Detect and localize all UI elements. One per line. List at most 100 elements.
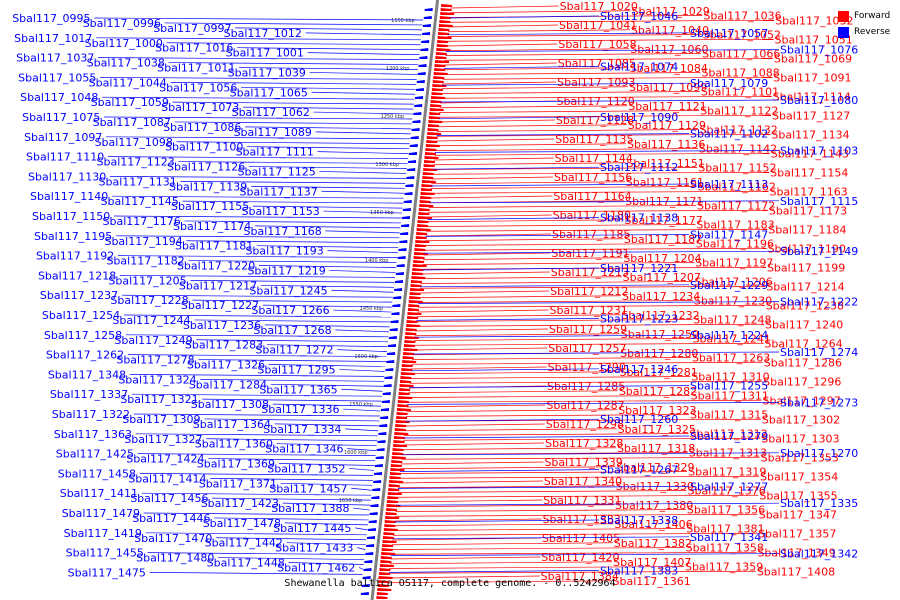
forward-gene-label[interactable]: Sbal117_1177 — [625, 214, 703, 227]
reverse-gene-label[interactable]: Sbal117_1174 — [173, 220, 251, 233]
forward-gene-label[interactable]: Sbal117_1250 — [621, 328, 699, 341]
forward-gene-label[interactable]: Sbal117_1029 — [632, 5, 710, 18]
reverse-gene-label[interactable]: Sbal117_1336 — [261, 403, 339, 416]
reverse-gene-label[interactable]: Sbal117_1194 — [104, 235, 182, 248]
reverse-gene-label[interactable]: Sbal117_1218 — [38, 269, 116, 282]
forward-gene-label[interactable]: Sbal117_1376 — [688, 485, 766, 498]
forward-gene-label[interactable]: Sbal117_1230 — [694, 295, 772, 308]
forward-gene-label[interactable]: Sbal117_1164 — [553, 190, 631, 203]
forward-gene-label[interactable]: Sbal117_1066 — [702, 48, 780, 61]
forward-gene-label[interactable]: Sbal117_1183 — [696, 219, 774, 232]
reverse-gene-label[interactable]: Sbal117_1272 — [255, 344, 333, 357]
reverse-gene-label[interactable]: Sbal117_1192 — [36, 250, 114, 263]
forward-gene-label[interactable]: Sbal117_1311 — [691, 390, 769, 403]
reverse-gene-label[interactable]: Sbal117_1455 — [66, 547, 144, 560]
forward-gene-label[interactable]: Sbal117_1287 — [546, 399, 624, 412]
right-reverse-gene-label[interactable]: Sbal117_1221 — [600, 262, 678, 275]
reverse-gene-label[interactable]: Sbal117_1388 — [271, 502, 349, 515]
reverse-gene-label[interactable]: Sbal117_1111 — [236, 146, 314, 159]
forward-gene-label[interactable]: Sbal117_1357 — [758, 527, 836, 540]
forward-gene-label[interactable]: Sbal117_1036 — [703, 10, 781, 23]
right-reverse-gene-label[interactable]: Sbal117_1279 — [690, 430, 768, 443]
reverse-gene-label[interactable]: Sbal117_1048 — [20, 91, 98, 104]
right-reverse-gene-label[interactable]: Sbal117_1229 — [690, 279, 768, 292]
right-reverse-gene-label[interactable]: Sbal117_1260 — [600, 413, 678, 426]
reverse-gene-label[interactable]: Sbal117_1016 — [155, 42, 233, 55]
right-reverse-gene-label[interactable]: Sbal117_1149 — [780, 245, 858, 258]
forward-gene-label[interactable]: Sbal117_1163 — [769, 185, 847, 198]
forward-gene-label[interactable]: Sbal117_1406 — [614, 518, 692, 531]
forward-gene-label[interactable]: Sbal117_1091 — [773, 71, 851, 84]
forward-gene-label[interactable]: Sbal117_1032 — [775, 14, 853, 27]
reverse-gene-label[interactable]: Sbal117_1044 — [89, 76, 167, 89]
right-reverse-gene-label[interactable]: Sbal117_1112 — [600, 161, 678, 174]
reverse-gene-label[interactable]: Sbal117_1125 — [238, 165, 316, 178]
reverse-gene-label[interactable]: Sbal117_1150 — [32, 210, 110, 223]
right-reverse-gene-label[interactable]: Sbal117_1102 — [690, 128, 768, 141]
reverse-gene-label[interactable]: Sbal117_1100 — [165, 141, 243, 154]
reverse-gene-label[interactable]: Sbal117_1205 — [108, 274, 186, 287]
reverse-gene-label[interactable]: Sbal117_1097 — [24, 131, 102, 144]
reverse-gene-label[interactable]: Sbal117_1038 — [87, 57, 165, 70]
forward-gene-label[interactable]: Sbal117_1156 — [554, 171, 632, 184]
forward-gene-label[interactable]: Sbal117_1069 — [774, 52, 852, 65]
reverse-gene-label[interactable]: Sbal117_1445 — [273, 522, 351, 535]
forward-gene-label[interactable]: Sbal117_1127 — [772, 109, 850, 122]
reverse-gene-label[interactable]: Sbal117_1059 — [91, 96, 169, 109]
forward-gene-label[interactable]: Sbal117_1297 — [763, 394, 841, 407]
forward-gene-label[interactable]: Sbal117_1120 — [557, 95, 635, 108]
forward-gene-label[interactable]: Sbal117_1318 — [617, 442, 695, 455]
forward-gene-label[interactable]: Sbal117_1290 — [548, 361, 626, 374]
reverse-gene-label[interactable]: Sbal117_1153 — [242, 205, 320, 218]
forward-gene-label[interactable]: Sbal117_1354 — [760, 470, 838, 483]
reverse-gene-label[interactable]: Sbal117_1055 — [18, 71, 96, 84]
forward-gene-label[interactable]: Sbal117_1099 — [629, 81, 707, 94]
reverse-gene-label[interactable]: Sbal117_1364 — [193, 418, 271, 431]
forward-gene-label[interactable]: Sbal117_1349 — [757, 546, 835, 559]
reverse-gene-label[interactable]: Sbal117_1056 — [159, 81, 237, 94]
forward-gene-label[interactable]: Sbal117_1359 — [685, 561, 763, 574]
right-reverse-gene-label[interactable]: Sbal117_1115 — [780, 195, 858, 208]
forward-gene-label[interactable]: Sbal117_1136 — [627, 138, 705, 151]
right-reverse-gene-label[interactable]: Sbal117_1335 — [780, 497, 858, 510]
right-reverse-gene-label[interactable]: Sbal117_1274 — [780, 346, 858, 359]
reverse-gene-label[interactable]: Sbal117_1065 — [230, 86, 308, 99]
reverse-gene-label[interactable]: Sbal117_1423 — [201, 497, 279, 510]
right-reverse-gene-label[interactable]: Sbal117_1277 — [690, 480, 768, 493]
forward-gene-label[interactable]: Sbal117_1214 — [766, 280, 844, 293]
forward-gene-label[interactable]: Sbal117_1232 — [621, 309, 699, 322]
forward-gene-label[interactable]: Sbal117_1052 — [703, 29, 781, 42]
forward-gene-label[interactable]: Sbal117_1353 — [761, 451, 839, 464]
forward-gene-label[interactable]: Sbal117_1319 — [688, 466, 766, 479]
right-reverse-gene-label[interactable]: Sbal117_1342 — [780, 548, 858, 561]
forward-gene-label[interactable]: Sbal117_1040 — [631, 24, 709, 37]
right-reverse-gene-label[interactable]: Sbal117_1246 — [600, 363, 678, 376]
right-reverse-gene-label[interactable]: Sbal117_1338 — [600, 514, 678, 527]
right-reverse-gene-label[interactable]: Sbal117_1138 — [600, 212, 678, 225]
right-reverse-gene-label[interactable]: Sbal117_1255 — [690, 380, 768, 393]
forward-gene-label[interactable]: Sbal117_1161 — [626, 176, 704, 189]
forward-gene-label[interactable]: Sbal117_1303 — [761, 432, 839, 445]
forward-gene-label[interactable]: Sbal117_1333 — [543, 513, 621, 526]
forward-gene-label[interactable]: Sbal117_1204 — [623, 252, 701, 265]
reverse-gene-label[interactable]: Sbal117_1227 — [181, 299, 259, 312]
reverse-gene-label[interactable]: Sbal117_1371 — [199, 477, 277, 490]
forward-gene-label[interactable]: Sbal117_1132 — [700, 124, 778, 137]
reverse-gene-label[interactable]: Sbal117_1011 — [157, 62, 235, 75]
reverse-gene-label[interactable]: Sbal117_1168 — [243, 225, 321, 238]
forward-gene-label[interactable]: Sbal117_1129 — [628, 119, 706, 132]
forward-gene-label[interactable]: Sbal117_1121 — [628, 100, 706, 113]
forward-gene-label[interactable]: Sbal117_1330 — [616, 480, 694, 493]
right-reverse-gene-label[interactable]: Sbal117_1223 — [600, 312, 678, 325]
reverse-gene-label[interactable]: Sbal117_1244 — [112, 314, 190, 327]
reverse-gene-label[interactable]: Sbal117_1137 — [240, 185, 318, 198]
reverse-gene-label[interactable]: Sbal117_1182 — [106, 255, 184, 268]
forward-gene-label[interactable]: Sbal117_1093 — [557, 76, 635, 89]
forward-gene-label[interactable]: Sbal117_1339 — [544, 456, 622, 469]
forward-gene-label[interactable]: Sbal117_1172 — [697, 200, 775, 213]
reverse-gene-label[interactable]: Sbal117_1017 — [14, 32, 92, 45]
forward-gene-label[interactable]: Sbal117_1151 — [626, 157, 704, 170]
forward-gene-label[interactable]: Sbal117_1296 — [763, 375, 841, 388]
forward-gene-label[interactable]: Sbal117_1282 — [619, 385, 697, 398]
reverse-gene-label[interactable]: Sbal117_1457 — [269, 482, 347, 495]
